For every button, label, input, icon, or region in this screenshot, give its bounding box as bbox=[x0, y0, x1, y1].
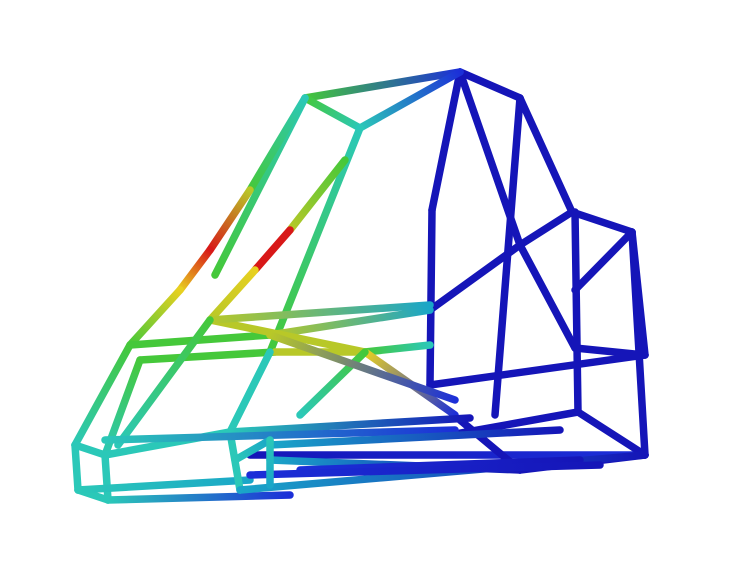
frame-tube bbox=[226, 348, 274, 436]
frame-tube bbox=[104, 491, 294, 504]
frame-tube bbox=[71, 441, 82, 494]
frame-tube bbox=[301, 68, 464, 102]
frame-tube bbox=[114, 316, 214, 449]
frame-tube bbox=[206, 266, 259, 324]
frame-tube bbox=[426, 241, 524, 314]
frame-tube bbox=[71, 441, 109, 459]
frame-tube bbox=[71, 341, 134, 449]
frame-tube bbox=[126, 331, 274, 349]
frame-tube bbox=[126, 286, 184, 349]
frame-tube bbox=[136, 348, 279, 364]
frame-tube bbox=[251, 226, 294, 274]
frame-tube bbox=[266, 426, 564, 449]
frame-tube bbox=[571, 208, 582, 416]
frame-tube bbox=[176, 246, 214, 294]
frame-tube bbox=[356, 68, 464, 132]
frame-tube bbox=[246, 461, 604, 479]
frame-tube bbox=[574, 408, 649, 459]
frame-tube bbox=[231, 436, 274, 464]
frame-tube bbox=[286, 156, 349, 234]
frame-tube bbox=[571, 344, 649, 359]
frame-tube bbox=[456, 68, 524, 249]
frame-tube bbox=[226, 414, 474, 436]
frame-tube bbox=[516, 208, 576, 249]
frame-tube bbox=[301, 94, 364, 132]
frame-tube bbox=[206, 186, 254, 254]
frame-tube bbox=[266, 306, 434, 339]
frame-tube bbox=[568, 208, 636, 236]
frame-tube bbox=[246, 94, 309, 194]
frame-tube bbox=[206, 301, 434, 324]
frame-tube bbox=[426, 206, 436, 389]
frame-tube bbox=[428, 68, 464, 214]
frame-tube bbox=[206, 316, 369, 356]
frame-tube bbox=[426, 351, 649, 389]
frame-tube bbox=[456, 68, 524, 102]
frame-tube bbox=[361, 341, 434, 356]
frame-tube bbox=[516, 94, 576, 216]
frame-tube bbox=[571, 228, 636, 294]
frame-tube bbox=[101, 451, 112, 504]
frame-tube bbox=[74, 476, 254, 494]
frame-tube bbox=[628, 228, 649, 359]
frame-tube bbox=[516, 241, 579, 352]
frame-tube bbox=[101, 426, 459, 444]
frame-tube bbox=[296, 456, 584, 474]
frame-tube bbox=[266, 331, 459, 404]
